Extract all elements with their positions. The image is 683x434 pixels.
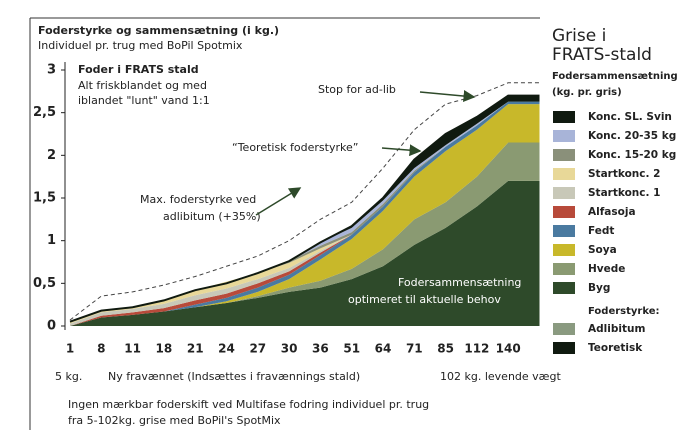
- x-tick-label: 11: [124, 342, 141, 356]
- arrow: [255, 187, 302, 216]
- x-tick-label: 1: [66, 342, 74, 356]
- area: [70, 180, 540, 326]
- legend-swatch: [553, 342, 575, 354]
- annotation: Max. foderstyrke ved: [140, 193, 256, 206]
- legend-swatch: [553, 149, 575, 161]
- x-tick-label: 140: [496, 342, 521, 356]
- annotation: adlibitum (+35%): [163, 210, 261, 223]
- arrow: [419, 90, 476, 103]
- annotation: Stop for ad-lib: [318, 83, 396, 96]
- area: [70, 104, 540, 326]
- footnote: Ingen mærkbar foderskift ved Multifase f…: [68, 398, 429, 411]
- legend-title: FRATS-stald: [552, 45, 652, 65]
- x-tick-label: 18: [156, 342, 173, 356]
- legend-label: Konc. 20-35 kg: [588, 130, 676, 142]
- y-tick-label: 2,5: [33, 105, 56, 120]
- x-tick-label: 64: [375, 342, 392, 356]
- y-tick-label: 0: [47, 319, 56, 334]
- legend-label: Startkonc. 2: [588, 168, 660, 180]
- y-tick-label: 2: [47, 148, 56, 163]
- legend-subtitle: Foderstyrke:: [588, 306, 660, 317]
- legend-label: Byg: [588, 282, 610, 294]
- x-tick-label: 27: [249, 342, 266, 356]
- y-tick-label: 3: [47, 63, 56, 78]
- line: [69, 94, 540, 323]
- x-tick-label: 85: [437, 342, 454, 356]
- x-tick-label: 36: [312, 342, 329, 356]
- inset-text: iblandet "lunt" vand 1:1: [78, 94, 210, 107]
- x-tick-label: 112: [464, 342, 489, 356]
- x-tick-label: 71: [406, 342, 423, 356]
- legend-label: Adlibitum: [588, 323, 645, 335]
- line: [69, 82, 540, 321]
- y-tick-label: 1,5: [33, 191, 56, 206]
- legend-label: Alfasoja: [588, 206, 636, 218]
- area-note: Fodersammensætning: [398, 276, 521, 289]
- chart-title: Foderstyrke og sammensætning (i kg.): [38, 24, 279, 37]
- x-tick-label: 24: [218, 342, 235, 356]
- chart-subtitle: Individuel pr. trug med BoPil Spotmix: [38, 39, 243, 52]
- legend-subtitle: Fodersammensætning: [552, 71, 678, 82]
- x-tick-label: 30: [281, 342, 298, 356]
- arrow: [381, 144, 422, 157]
- legend-label: Soya: [588, 244, 617, 256]
- x-note: 5 kg.: [55, 370, 82, 383]
- legend-title: Grise i: [552, 26, 606, 46]
- x-tick-label: 8: [97, 342, 105, 356]
- legend-swatch: [553, 206, 575, 218]
- x-note: 102 kg. levende vægt: [440, 370, 561, 383]
- legend-label: Fedt: [588, 225, 614, 237]
- legend-swatch: [553, 323, 575, 335]
- inset-text: Alt friskblandet og med: [78, 79, 207, 92]
- legend-swatch: [553, 225, 575, 237]
- legend-swatch: [553, 263, 575, 275]
- legend-label: Teoretisk: [588, 342, 643, 354]
- legend-label: Konc. SL. Svin: [588, 111, 672, 123]
- legend-label: Startkonc. 1: [588, 187, 660, 199]
- area: [70, 142, 540, 326]
- annotation: “Teoretisk foderstyrke”: [232, 141, 358, 154]
- legend-label: Hvede: [588, 263, 625, 275]
- legend-swatch: [553, 168, 575, 180]
- x-tick-label: 21: [187, 342, 204, 356]
- y-tick-label: 0,5: [33, 276, 56, 291]
- legend-swatch: [553, 244, 575, 256]
- legend-swatch: [553, 282, 575, 294]
- y-tick-label: 1: [47, 233, 56, 248]
- legend-label: Konc. 15-20 kg: [588, 149, 676, 161]
- legend-swatch: [553, 187, 575, 199]
- inset-title: Foder i FRATS stald: [78, 63, 199, 76]
- legend-subtitle: (kg. pr. gris): [552, 87, 622, 98]
- x-tick-label: 51: [343, 342, 360, 356]
- footnote: fra 5-102kg. grise med BoPil's SpotMix: [68, 414, 281, 427]
- legend-swatch: [553, 130, 575, 142]
- x-note: Ny fravænnet (Indsættes i fravænnings st…: [108, 370, 360, 383]
- legend-swatch: [553, 111, 575, 123]
- area-note: optimeret til aktuelle behov: [348, 293, 501, 306]
